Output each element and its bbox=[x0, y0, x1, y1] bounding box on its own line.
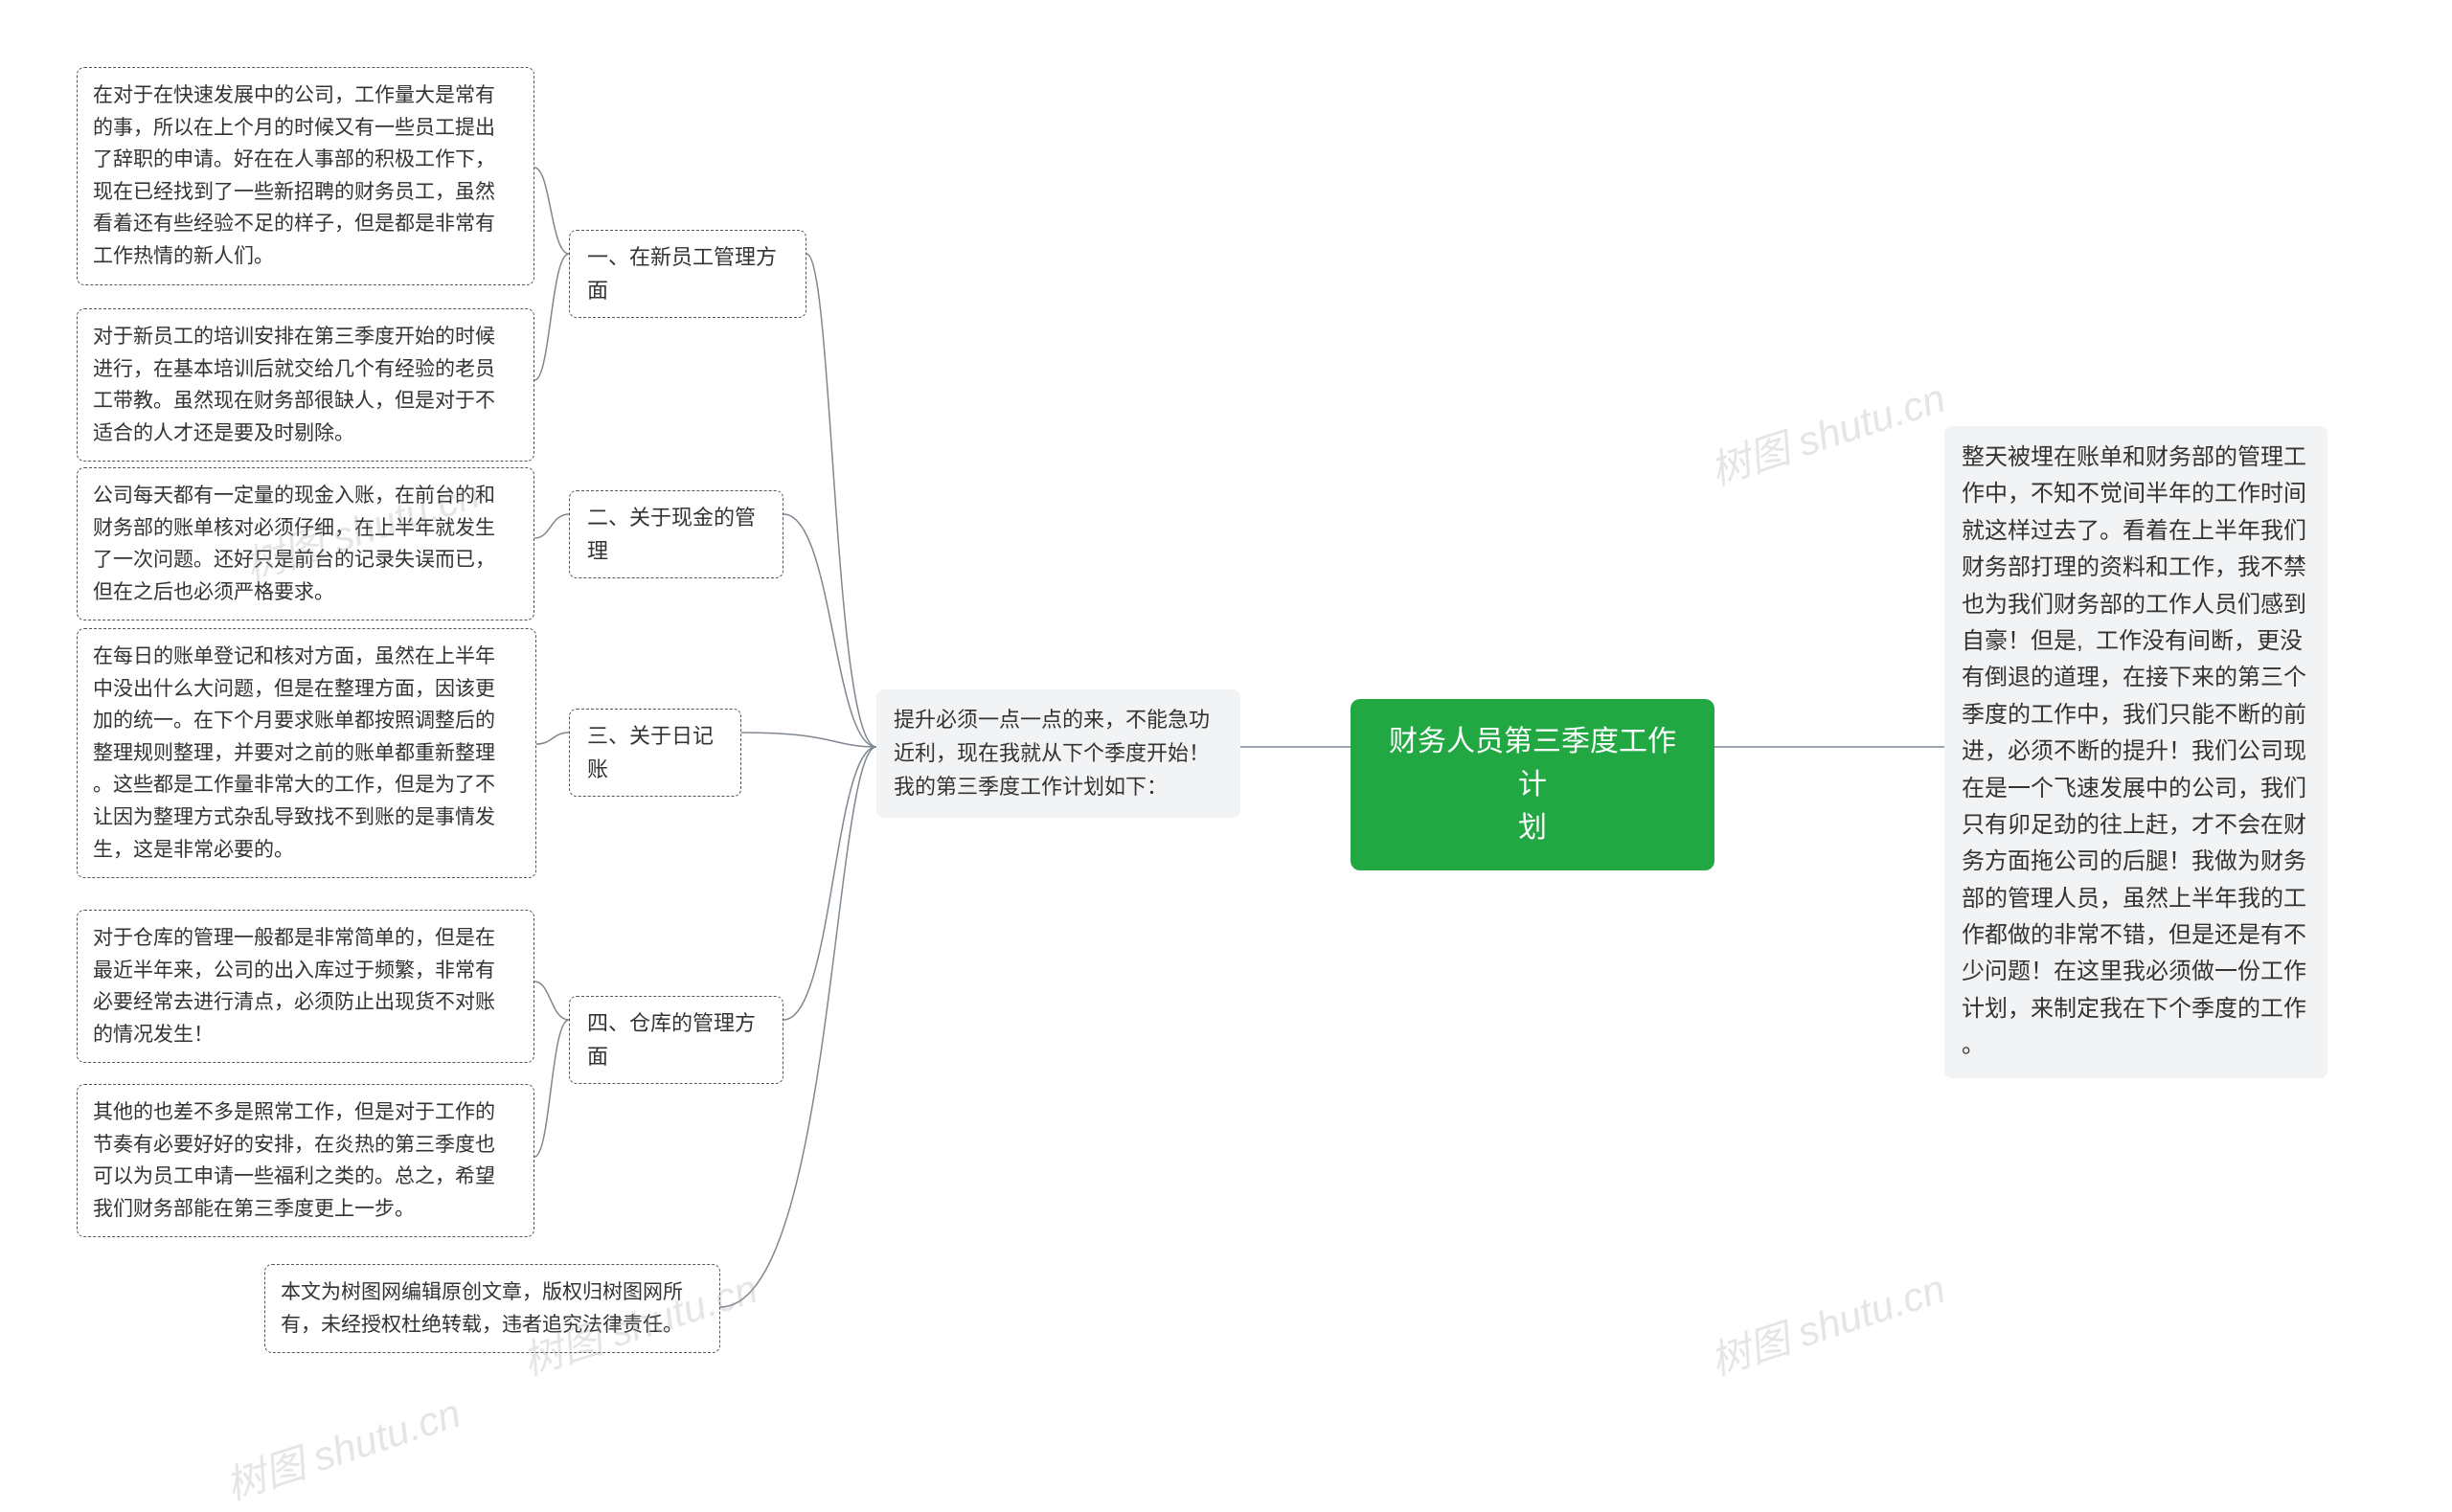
detail-node-3: 公司每天都有一定量的现金入账，在前台的和 财务部的账单核对必须仔细，在上半年就发… bbox=[77, 467, 534, 621]
section-node-2: 二、关于现金的管理 bbox=[569, 490, 783, 578]
section-node-1: 一、在新员工管理方面 bbox=[569, 230, 806, 318]
detail-node-2: 对于新员工的培训安排在第三季度开始的时候 进行，在基本培训后就交给几个有经验的老… bbox=[77, 308, 534, 462]
root-node: 财务人员第三季度工作计 划 bbox=[1351, 699, 1714, 870]
watermark: 树图 shutu.cn bbox=[217, 1381, 467, 1512]
section-node-3: 三、关于日记账 bbox=[569, 709, 741, 797]
watermark: 树图 shutu.cn bbox=[1702, 366, 1952, 497]
detail-node-6: 其他的也差不多是照常工作，但是对于工作的 节奏有必要好好的安排，在炎热的第三季度… bbox=[77, 1084, 534, 1237]
detail-node-5: 对于仓库的管理一般都是非常简单的，但是在 最近半年来，公司的出入库过于频繁，非常… bbox=[77, 910, 534, 1063]
section-node-4: 四、仓库的管理方面 bbox=[569, 996, 783, 1084]
detail-node-1: 在对于在快速发展中的公司，工作量大是常有 的事，所以在上个月的时候又有一些员工提… bbox=[77, 67, 534, 285]
copyright-node: 本文为树图网编辑原创文章，版权归树图网所 有，未经授权杜绝转载，违者追究法律责任… bbox=[264, 1264, 720, 1353]
intro-left-node: 提升必须一点一点的来，不能急功 近利，现在我就从下个季度开始！ 我的第三季度工作… bbox=[876, 689, 1240, 818]
intro-right-node: 整天被埋在账单和财务部的管理工 作中，不知不觉间半年的工作时间 就这样过去了。看… bbox=[1944, 426, 2327, 1078]
detail-node-4: 在每日的账单登记和核对方面，虽然在上半年 中没出什么大问题，但是在整理方面，因该… bbox=[77, 628, 536, 878]
watermark: 树图 shutu.cn bbox=[1702, 1256, 1952, 1388]
